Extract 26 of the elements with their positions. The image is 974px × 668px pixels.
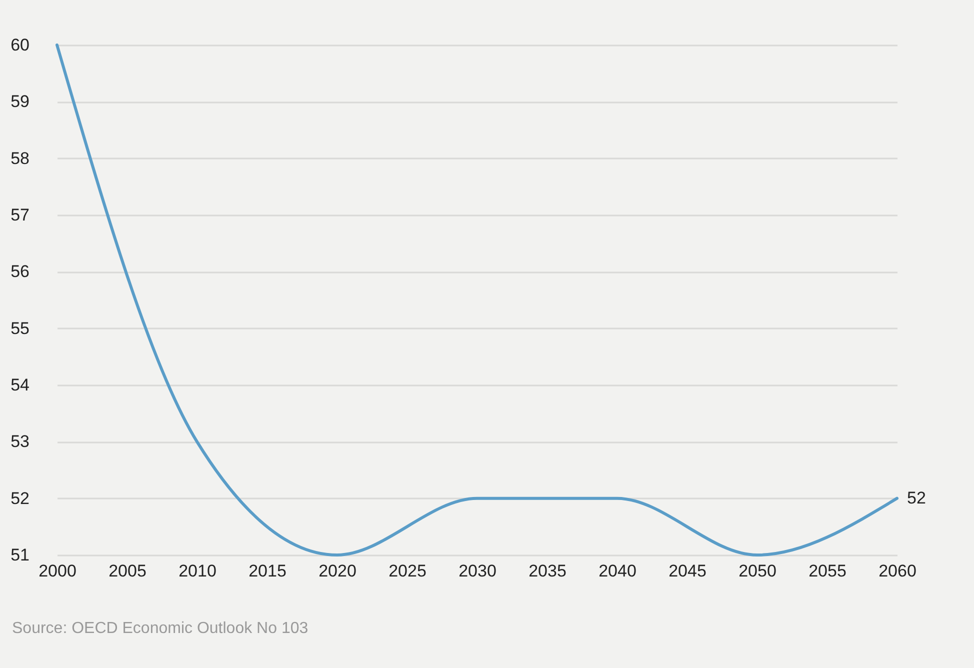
x-tick-label: 2055 bbox=[808, 562, 846, 580]
line-series bbox=[56, 44, 898, 556]
y-tick-label: 51 bbox=[10, 546, 30, 564]
x-tick-label: 2030 bbox=[458, 562, 496, 580]
y-tick-label: 52 bbox=[10, 488, 30, 508]
x-tick-label: 2050 bbox=[738, 562, 776, 580]
y-tick-label: 58 bbox=[10, 148, 30, 168]
x-tick-label: 2045 bbox=[668, 562, 706, 580]
y-tick-label: 54 bbox=[10, 376, 30, 394]
y-tick-label: 53 bbox=[10, 432, 30, 452]
y-tick-label: 59 bbox=[10, 92, 30, 112]
y-tick-label: 60 bbox=[10, 36, 30, 54]
x-tick-label: 2010 bbox=[178, 562, 216, 580]
x-tick-label: 2060 bbox=[878, 562, 916, 580]
data-label: 52 bbox=[907, 488, 926, 508]
y-tick-label: 55 bbox=[10, 318, 30, 338]
x-tick-label: 2040 bbox=[598, 562, 636, 580]
y-tick-label: 57 bbox=[10, 206, 30, 224]
x-tick-label: 2015 bbox=[248, 562, 286, 580]
x-tick-label: 2005 bbox=[108, 562, 146, 580]
x-tick-label: 2025 bbox=[388, 562, 426, 580]
source-note: Source: OECD Economic Outlook No 103 bbox=[12, 620, 308, 637]
y-tick-label: 56 bbox=[10, 262, 30, 282]
x-tick-label: 2035 bbox=[528, 562, 566, 580]
x-tick-label: 2020 bbox=[318, 562, 356, 580]
x-tick-label: 2000 bbox=[38, 562, 76, 580]
